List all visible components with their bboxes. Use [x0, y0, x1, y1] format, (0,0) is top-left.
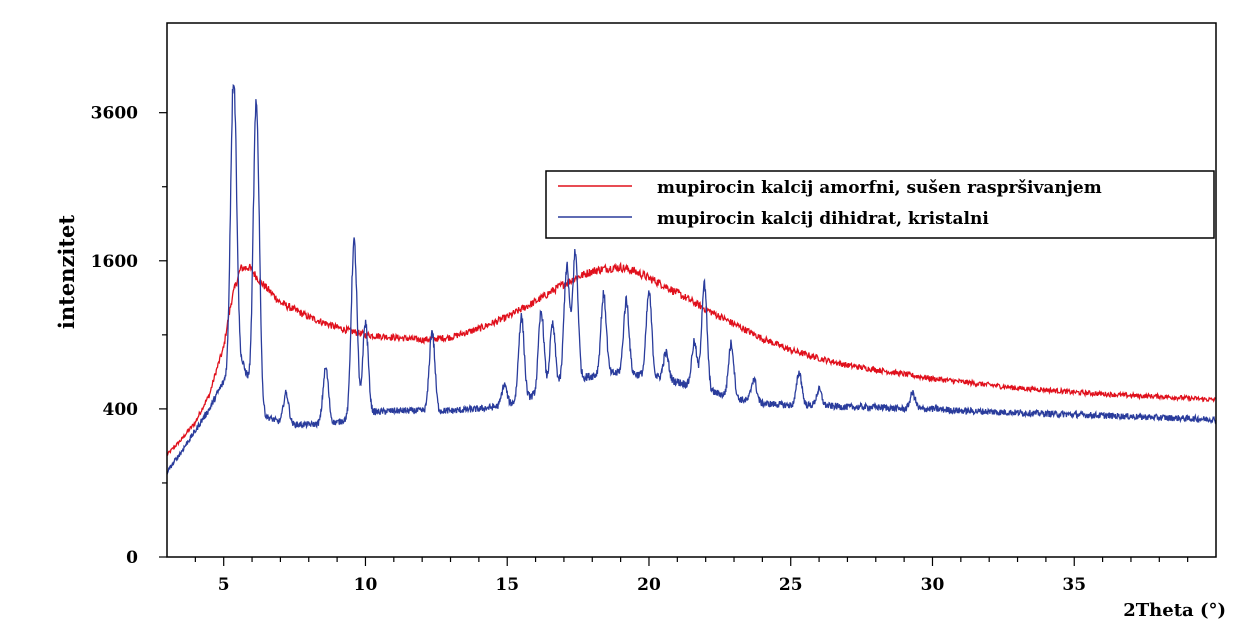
x-tick-label: 15 — [495, 575, 519, 595]
x-tick-label: 20 — [637, 575, 661, 595]
legend-label-crystalline: mupirocin kalcij dihidrat, kristalni — [657, 209, 989, 229]
x-tick-label: 35 — [1062, 575, 1086, 595]
series-line-amorphous — [166, 261, 1216, 456]
series-layer — [166, 83, 1217, 475]
legend-label-amorphous: mupirocin kalcij amorfni, sušen raspršiv… — [657, 178, 1102, 198]
x-tick-label: 5 — [218, 575, 230, 595]
x-tick-label: 25 — [779, 575, 803, 595]
legend: mupirocin kalcij amorfni, sušen raspršiv… — [545, 170, 1215, 239]
y-tick-label: 0 — [126, 548, 138, 568]
y-tick-label: 1600 — [91, 252, 138, 272]
legend-box — [545, 170, 1215, 239]
plot-frame — [166, 22, 1217, 558]
y-tick-label: 3600 — [91, 104, 138, 124]
y-axis-title: intenzitet — [54, 215, 79, 330]
tick-layer: 5 10 15 20 25 30 35 0 400 1600 3600 — [91, 104, 1189, 595]
x-tick-label: 30 — [921, 575, 945, 595]
y-tick-label: 400 — [103, 400, 139, 420]
x-tick-label: 10 — [354, 575, 378, 595]
x-axis-title: 2Theta (°) — [1123, 600, 1226, 621]
series-line-crystalline — [166, 83, 1217, 475]
